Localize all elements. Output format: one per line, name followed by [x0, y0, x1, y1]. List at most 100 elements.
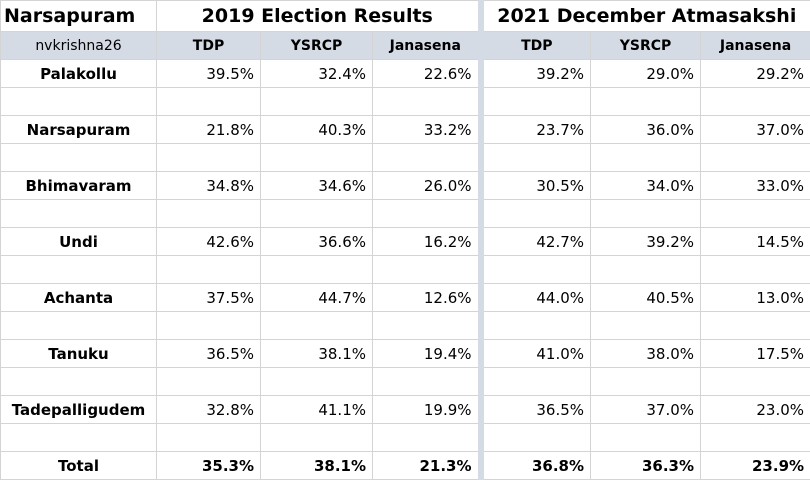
value-cell: 12.6%: [373, 284, 481, 312]
empty-cell: [1, 368, 157, 396]
col-header-2019-ysrcp: YSRCP: [261, 32, 373, 60]
group-title-2019: 2019 Election Results: [157, 1, 481, 32]
empty-cell: [591, 200, 701, 228]
empty-cell: [481, 424, 591, 452]
value-cell: 36.5%: [157, 340, 261, 368]
constituency-name: Achanta: [1, 284, 157, 312]
value-cell: 21.8%: [157, 116, 261, 144]
spacer-row: [1, 312, 810, 340]
value-cell: 36.3%: [591, 452, 701, 480]
empty-cell: [373, 200, 481, 228]
empty-cell: [373, 88, 481, 116]
empty-cell: [591, 368, 701, 396]
empty-cell: [261, 88, 373, 116]
title-row: Narsapuram 2019 Election Results 2021 De…: [1, 1, 810, 32]
region-title: Narsapuram: [1, 1, 157, 32]
value-cell: 23.9%: [701, 452, 810, 480]
empty-cell: [157, 88, 261, 116]
empty-cell: [261, 200, 373, 228]
value-cell: 35.3%: [157, 452, 261, 480]
spacer-row: [1, 144, 810, 172]
empty-cell: [591, 144, 701, 172]
empty-cell: [1, 88, 157, 116]
value-cell: 39.5%: [157, 60, 261, 88]
value-cell: 36.6%: [261, 228, 373, 256]
empty-cell: [373, 144, 481, 172]
value-cell: 41.1%: [261, 396, 373, 424]
value-cell: 34.8%: [157, 172, 261, 200]
empty-cell: [481, 200, 591, 228]
value-cell: 30.5%: [481, 172, 591, 200]
empty-cell: [373, 368, 481, 396]
value-cell: 37.0%: [701, 116, 810, 144]
value-cell: 34.0%: [591, 172, 701, 200]
col-header-2019-janasena: Janasena: [373, 32, 481, 60]
value-cell: 36.8%: [481, 452, 591, 480]
empty-cell: [481, 368, 591, 396]
empty-cell: [701, 424, 810, 452]
value-cell: 33.0%: [701, 172, 810, 200]
constituency-name: Undi: [1, 228, 157, 256]
spacer-row: [1, 424, 810, 452]
empty-cell: [591, 256, 701, 284]
empty-cell: [261, 368, 373, 396]
empty-cell: [481, 88, 591, 116]
constituency-name: Palakollu: [1, 60, 157, 88]
empty-cell: [1, 144, 157, 172]
value-cell: 40.3%: [261, 116, 373, 144]
value-cell: 19.4%: [373, 340, 481, 368]
value-cell: 13.0%: [701, 284, 810, 312]
value-cell: 44.0%: [481, 284, 591, 312]
empty-cell: [261, 424, 373, 452]
header-row: nvkrishna26 TDP YSRCP Janasena TDP YSRCP…: [1, 32, 810, 60]
value-cell: 42.7%: [481, 228, 591, 256]
empty-cell: [591, 312, 701, 340]
value-cell: 29.2%: [701, 60, 810, 88]
value-cell: 17.5%: [701, 340, 810, 368]
col-header-2021-janasena: Janasena: [701, 32, 810, 60]
empty-cell: [1, 256, 157, 284]
value-cell: 44.7%: [261, 284, 373, 312]
empty-cell: [1, 424, 157, 452]
col-header-2021-tdp: TDP: [481, 32, 591, 60]
constituency-name: Tadepalligudem: [1, 396, 157, 424]
author-label: nvkrishna26: [1, 32, 157, 60]
constituency-name: Narsapuram: [1, 116, 157, 144]
empty-cell: [157, 256, 261, 284]
empty-cell: [1, 200, 157, 228]
value-cell: 39.2%: [481, 60, 591, 88]
value-cell: 36.5%: [481, 396, 591, 424]
empty-cell: [1, 312, 157, 340]
empty-cell: [701, 312, 810, 340]
constituency-name: Total: [1, 452, 157, 480]
empty-cell: [701, 200, 810, 228]
empty-cell: [481, 312, 591, 340]
value-cell: 39.2%: [591, 228, 701, 256]
value-cell: 16.2%: [373, 228, 481, 256]
empty-cell: [701, 368, 810, 396]
empty-cell: [373, 312, 481, 340]
group-title-2021: 2021 December Atmasakshi: [481, 1, 810, 32]
value-cell: 42.6%: [157, 228, 261, 256]
constituency-name: Tanuku: [1, 340, 157, 368]
value-cell: 38.1%: [261, 340, 373, 368]
empty-cell: [701, 256, 810, 284]
empty-cell: [701, 88, 810, 116]
spacer-row: [1, 88, 810, 116]
value-cell: 21.3%: [373, 452, 481, 480]
value-cell: 37.0%: [591, 396, 701, 424]
spacer-row: [1, 256, 810, 284]
spacer-row: [1, 368, 810, 396]
empty-cell: [261, 256, 373, 284]
value-cell: 41.0%: [481, 340, 591, 368]
value-cell: 22.6%: [373, 60, 481, 88]
value-cell: 23.7%: [481, 116, 591, 144]
value-cell: 34.6%: [261, 172, 373, 200]
empty-cell: [157, 368, 261, 396]
